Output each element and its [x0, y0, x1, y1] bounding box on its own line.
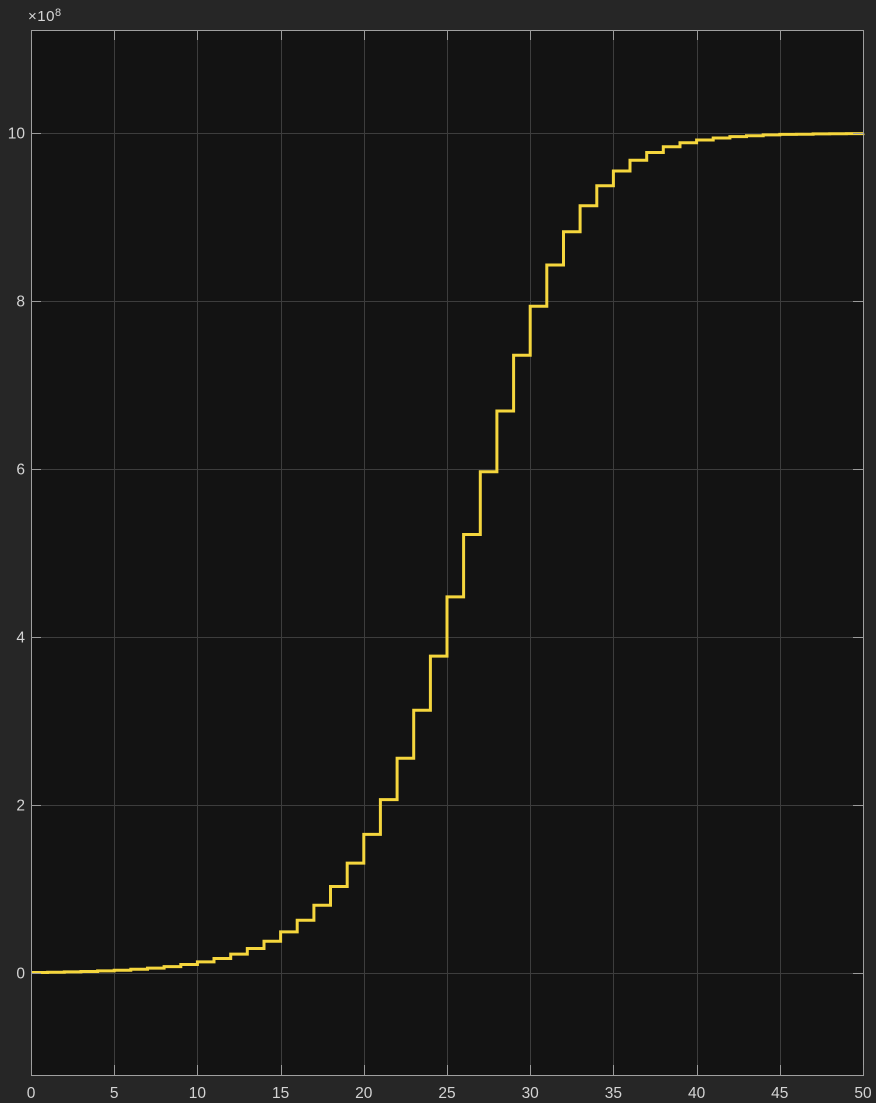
y-axis-exponent-label: ×108 [28, 3, 62, 27]
x-tick-label: 5 [110, 1085, 119, 1102]
x-tick-label: 35 [605, 1085, 622, 1102]
x-tick-label: 45 [771, 1085, 788, 1102]
y-tick-label: 4 [16, 629, 25, 646]
x-tick-label: 25 [438, 1085, 455, 1102]
x-tick-label: 10 [189, 1085, 207, 1102]
x-tick-label: 0 [27, 1085, 36, 1102]
y-tick-label: 10 [8, 125, 26, 142]
y-tick-label: 0 [16, 965, 25, 982]
y-tick-label: 8 [16, 293, 25, 310]
x-tick-label: 40 [688, 1085, 706, 1102]
x-tick-label: 15 [272, 1085, 289, 1102]
y-axis-exponent-base: ×10 [28, 8, 55, 25]
x-tick-label: 30 [522, 1085, 540, 1102]
y-tick-label: 6 [16, 461, 25, 478]
x-tick-label: 50 [854, 1085, 872, 1102]
y-axis-exponent-power: 8 [54, 7, 62, 19]
y-tick-label: 2 [16, 797, 25, 814]
signal-trace [31, 132, 865, 974]
x-tick-label: 20 [355, 1085, 373, 1102]
